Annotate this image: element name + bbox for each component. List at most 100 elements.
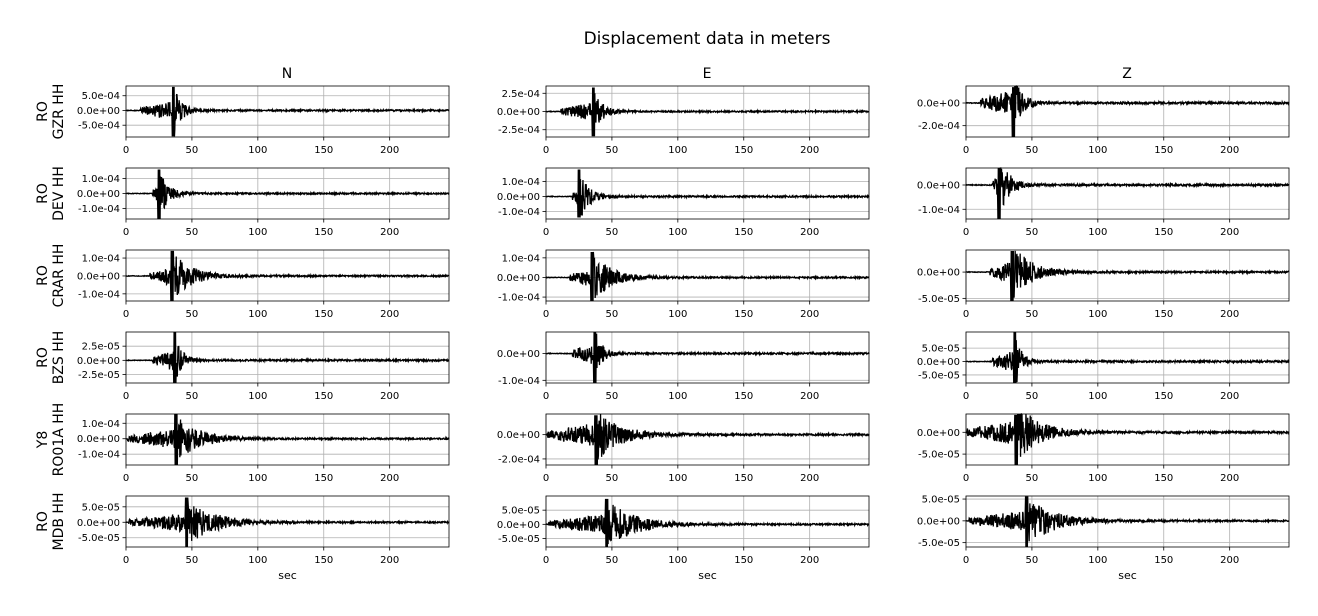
x-tick-label: 200: [800, 145, 819, 156]
y-tick-label: 0.0e+00: [497, 192, 540, 203]
y-tick-label: 1.0e-04: [82, 254, 120, 265]
waveform-trace: [545, 498, 870, 548]
x-tick-label: 100: [248, 309, 267, 320]
x-tick-label: 50: [1026, 473, 1039, 484]
x-tick-label: 50: [606, 555, 619, 566]
x-axis-label: sec: [698, 569, 717, 582]
x-tick-label: 150: [1154, 145, 1173, 156]
x-tick-label: 150: [734, 145, 753, 156]
x-tick-label: 0: [963, 555, 969, 566]
x-tick-label: 100: [668, 145, 687, 156]
y-tick-label: 5.0e-05: [922, 495, 960, 506]
waveform-trace: [965, 496, 1290, 548]
x-tick-label: 100: [668, 555, 687, 566]
x-tick-label: 150: [314, 227, 333, 238]
x-tick-label: 200: [1220, 473, 1239, 484]
station-name: CRAR HH: [51, 244, 67, 308]
axes-frame: [965, 249, 1290, 302]
y-tick-label: 0.0e+00: [77, 356, 120, 367]
x-tick-label: 200: [380, 555, 399, 566]
waveform-trace: [125, 169, 450, 220]
station-network: RO: [35, 347, 51, 368]
panel-n: 0 50 100 150 200 -5.0e-05 0.0e+00 5.0e-05 sec: [77, 495, 450, 582]
y-tick-label: 5.0e-05: [82, 502, 120, 513]
x-tick-label: 150: [734, 227, 753, 238]
x-tick-label: 0: [543, 473, 549, 484]
y-tick-label: -2.0e-04: [918, 121, 960, 132]
x-tick-label: 0: [123, 391, 129, 402]
x-tick-label: 50: [186, 145, 199, 156]
waveform-trace: [965, 250, 1290, 302]
waveform-trace: [545, 169, 870, 218]
x-tick-label: 150: [734, 309, 753, 320]
axes-frame: [965, 413, 1290, 466]
y-tick-label: 2.5e-05: [82, 342, 120, 353]
x-tick-label: 200: [800, 391, 819, 402]
station-network: RO: [35, 183, 51, 204]
axes-frame: [545, 167, 870, 220]
x-tick-label: 100: [1088, 227, 1107, 238]
x-tick-label: 0: [963, 473, 969, 484]
axes-frame: [965, 331, 1290, 384]
x-tick-label: 150: [314, 309, 333, 320]
axes-frame: [965, 495, 1290, 548]
x-tick-label: 0: [543, 145, 549, 156]
x-tick-label: 0: [123, 309, 129, 320]
station-label: ROMDB HH: [35, 493, 67, 551]
y-tick-label: -1.0e-04: [78, 450, 120, 461]
y-tick-label: 0.0e+00: [917, 99, 960, 110]
x-tick-label: 200: [380, 227, 399, 238]
y-tick-label: 0.0e+00: [77, 189, 120, 200]
x-tick-label: 100: [248, 473, 267, 484]
axes-frame: [545, 249, 870, 302]
x-tick-label: 50: [186, 555, 199, 566]
panel-z: 0 50 100 150 200 -5.0e-05 0.0e+00 5.0e-05: [917, 331, 1290, 402]
y-tick-label: 1.0e-04: [502, 253, 540, 264]
station-name: RO01A HH: [51, 403, 67, 477]
panel-n: 0 50 100 150 200 -1.0e-04 0.0e+00 1.0e-04: [77, 413, 450, 484]
panel-n: 0 50 100 150 200 -1.0e-04 0.0e+00 1.0e-04: [77, 167, 450, 238]
x-tick-label: 150: [734, 473, 753, 484]
x-tick-label: 150: [314, 391, 333, 402]
y-tick-label: 0.0e+00: [497, 520, 540, 531]
station-network: RO: [35, 101, 51, 122]
waveform-trace: [545, 331, 870, 384]
x-tick-label: 100: [1088, 473, 1107, 484]
panel-e: 0 50 100 150 200 -2.0e-04 0.0e+00: [497, 413, 870, 484]
station-label: RODEV HH: [35, 166, 67, 221]
waveform-trace: [965, 167, 1290, 220]
station-network: RO: [35, 265, 51, 286]
panel-n: 0 50 100 150 200 -5.0e-04 0.0e+00 5.0e-04: [77, 85, 450, 156]
x-tick-label: 100: [1088, 145, 1107, 156]
waveform-trace: [545, 413, 870, 466]
axes-frame: [965, 85, 1290, 138]
y-tick-label: -1.0e-04: [78, 289, 120, 300]
x-tick-label: 200: [1220, 555, 1239, 566]
y-tick-label: 0.0e+00: [917, 268, 960, 279]
figure-title: Displacement data in meters: [584, 29, 831, 49]
x-tick-label: 0: [543, 309, 549, 320]
waveform-trace: [125, 331, 450, 384]
panel-e: 0 50 100 150 200 -1.0e-04 0.0e+00 1.0e-04: [497, 167, 870, 238]
x-tick-label: 150: [734, 391, 753, 402]
waveform-trace: [125, 497, 450, 548]
y-tick-label: 1.0e-04: [82, 174, 120, 185]
x-tick-label: 200: [1220, 227, 1239, 238]
x-tick-label: 150: [314, 145, 333, 156]
x-tick-label: 200: [800, 227, 819, 238]
x-tick-label: 150: [1154, 555, 1173, 566]
x-tick-label: 0: [963, 309, 969, 320]
axes-frame: [545, 331, 870, 384]
y-tick-label: 0.0e+00: [917, 181, 960, 192]
x-tick-label: 100: [668, 391, 687, 402]
y-tick-label: 0.0e+00: [77, 434, 120, 445]
waveform-trace: [545, 87, 870, 137]
x-tick-label: 50: [1026, 309, 1039, 320]
column-title-e: E: [703, 66, 712, 82]
x-tick-label: 50: [186, 309, 199, 320]
x-tick-label: 150: [314, 473, 333, 484]
x-tick-label: 0: [123, 473, 129, 484]
y-tick-label: -2.5e-04: [498, 125, 540, 136]
x-tick-label: 0: [543, 391, 549, 402]
x-tick-label: 50: [606, 391, 619, 402]
